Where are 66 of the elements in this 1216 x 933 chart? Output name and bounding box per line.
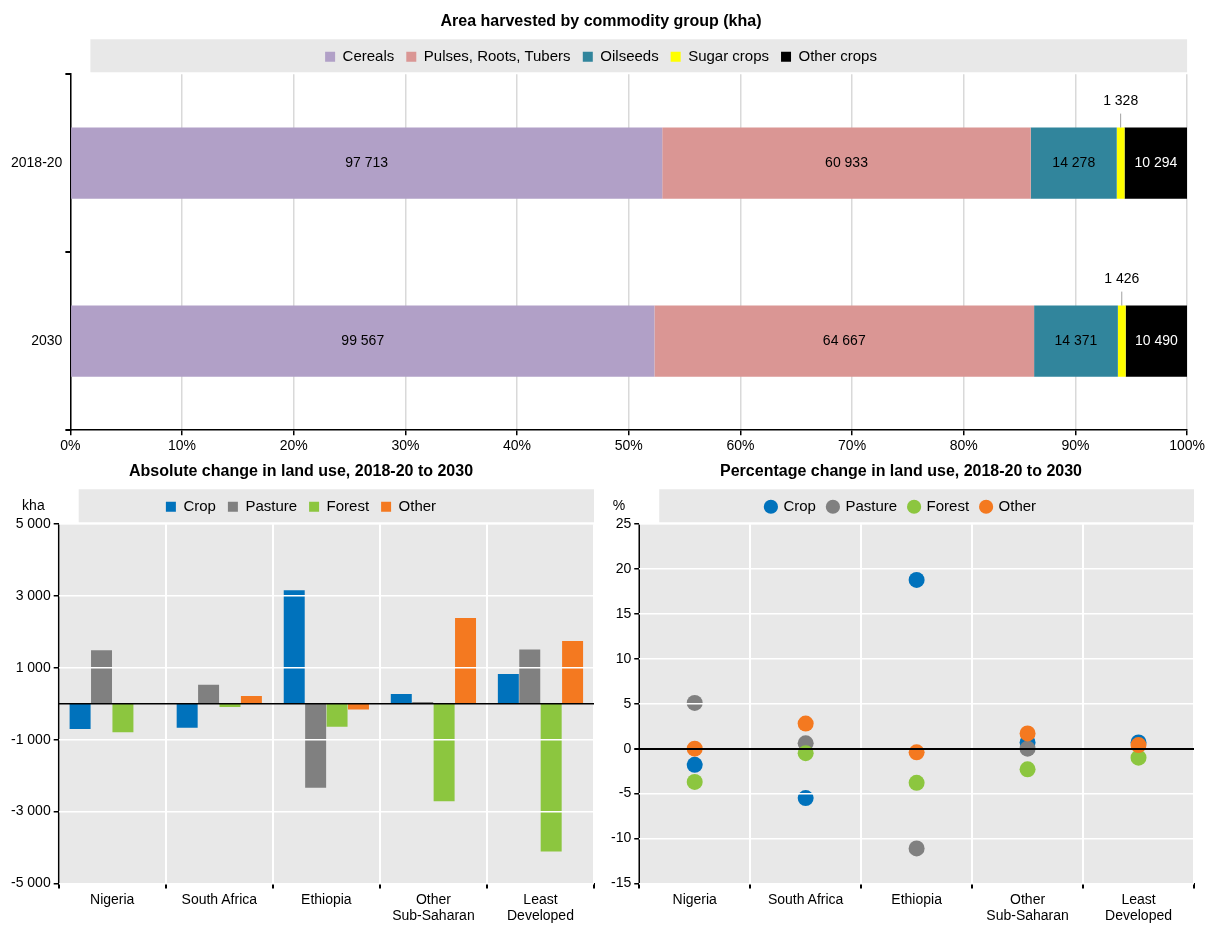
x-tick-label: 90%	[1061, 437, 1090, 454]
y-tick-label: 2030	[31, 332, 63, 349]
y-tick-label: 1 000	[15, 658, 51, 675]
legend-label: Crop	[783, 496, 816, 514]
legend-label: Forest	[326, 496, 370, 514]
annotation: 10 294	[1134, 154, 1178, 171]
y-tick-label: 2018-20	[10, 154, 63, 171]
chart-title: Absolute change in land use, 2018-20 to 2030	[128, 462, 474, 480]
x-tick-label: 40%	[503, 437, 532, 454]
x-tick-label: Other Sub-Saharan	[986, 890, 1069, 924]
x-tick-label: Other Sub-Saharan	[392, 890, 475, 924]
legend-label: Sugar crops	[688, 46, 770, 64]
legend-label: Pasture	[245, 496, 298, 514]
x-tick-label: Nigeria	[90, 890, 135, 907]
x-tick-label: 60%	[726, 437, 755, 454]
legend-label: Other crops	[798, 46, 877, 64]
x-tick-label: 10%	[168, 437, 197, 454]
x-tick-label: South Africa	[767, 890, 844, 907]
x-tick-label: 30%	[391, 437, 420, 454]
y-tick-label: -1 000	[10, 730, 51, 747]
y-axis-title: kha	[22, 496, 45, 513]
x-tick-label: Ethiopia	[891, 890, 943, 907]
legend-label: Forest	[926, 496, 970, 514]
y-tick-label: 3 000	[15, 586, 51, 603]
legend-label: Pulses, Roots, Tubers	[423, 46, 571, 64]
x-tick-label: Nigeria	[672, 890, 718, 907]
y-tick-label: 0	[623, 739, 632, 756]
annotation: 99 567	[341, 332, 385, 349]
legend-label: Pasture	[845, 496, 898, 514]
x-tick-label: 20%	[279, 437, 308, 454]
chart-title: Percentage change in land use, 2018-20 to 2030	[720, 462, 1083, 480]
annotation: 14 278	[1052, 154, 1096, 171]
legend-label: Cereals	[342, 46, 395, 64]
y-tick-label: 15	[615, 604, 632, 621]
x-tick-label: 100%	[1169, 437, 1205, 454]
y-tick-label: 5	[623, 694, 632, 711]
x-tick-label: 0%	[60, 437, 81, 454]
y-tick-label: 20	[615, 559, 632, 576]
y-tick-label: -5	[618, 784, 632, 801]
y-tick-label: 25	[615, 515, 632, 532]
x-tick-label: Least Developed	[507, 890, 574, 924]
annotation: 1 328	[1103, 92, 1139, 109]
x-tick-label: 80%	[949, 437, 978, 454]
chart-title: Area harvested by commodity group (kha)	[440, 12, 762, 30]
annotation: 14 371	[1054, 332, 1098, 349]
annotation: 97 713	[345, 154, 389, 171]
y-tick-label: 10	[615, 649, 632, 666]
x-tick-label: Least Developed	[1105, 890, 1172, 924]
y-tick-label: -10	[611, 829, 632, 846]
annotation: 64 667	[822, 332, 866, 349]
x-tick-label: Ethiopia	[301, 890, 352, 907]
y-tick-label: 5 000	[15, 515, 51, 532]
x-tick-label: South Africa	[181, 890, 258, 907]
legend-label: Other	[398, 496, 437, 514]
y-tick-label: -15	[611, 874, 632, 891]
annotation: 1 426	[1104, 270, 1140, 287]
y-tick-label: -5 000	[10, 874, 51, 891]
legend-label: Oilseeds	[600, 46, 659, 64]
x-tick-label: 70%	[838, 437, 867, 454]
annotation: 60 933	[825, 154, 869, 171]
annotation: 10 490	[1134, 332, 1179, 349]
legend-label: Other	[998, 496, 1037, 514]
legend-label: Crop	[183, 496, 216, 514]
x-tick-label: 50%	[614, 437, 643, 454]
y-tick-label: -3 000	[10, 802, 51, 819]
y-axis-title: %	[612, 496, 626, 513]
